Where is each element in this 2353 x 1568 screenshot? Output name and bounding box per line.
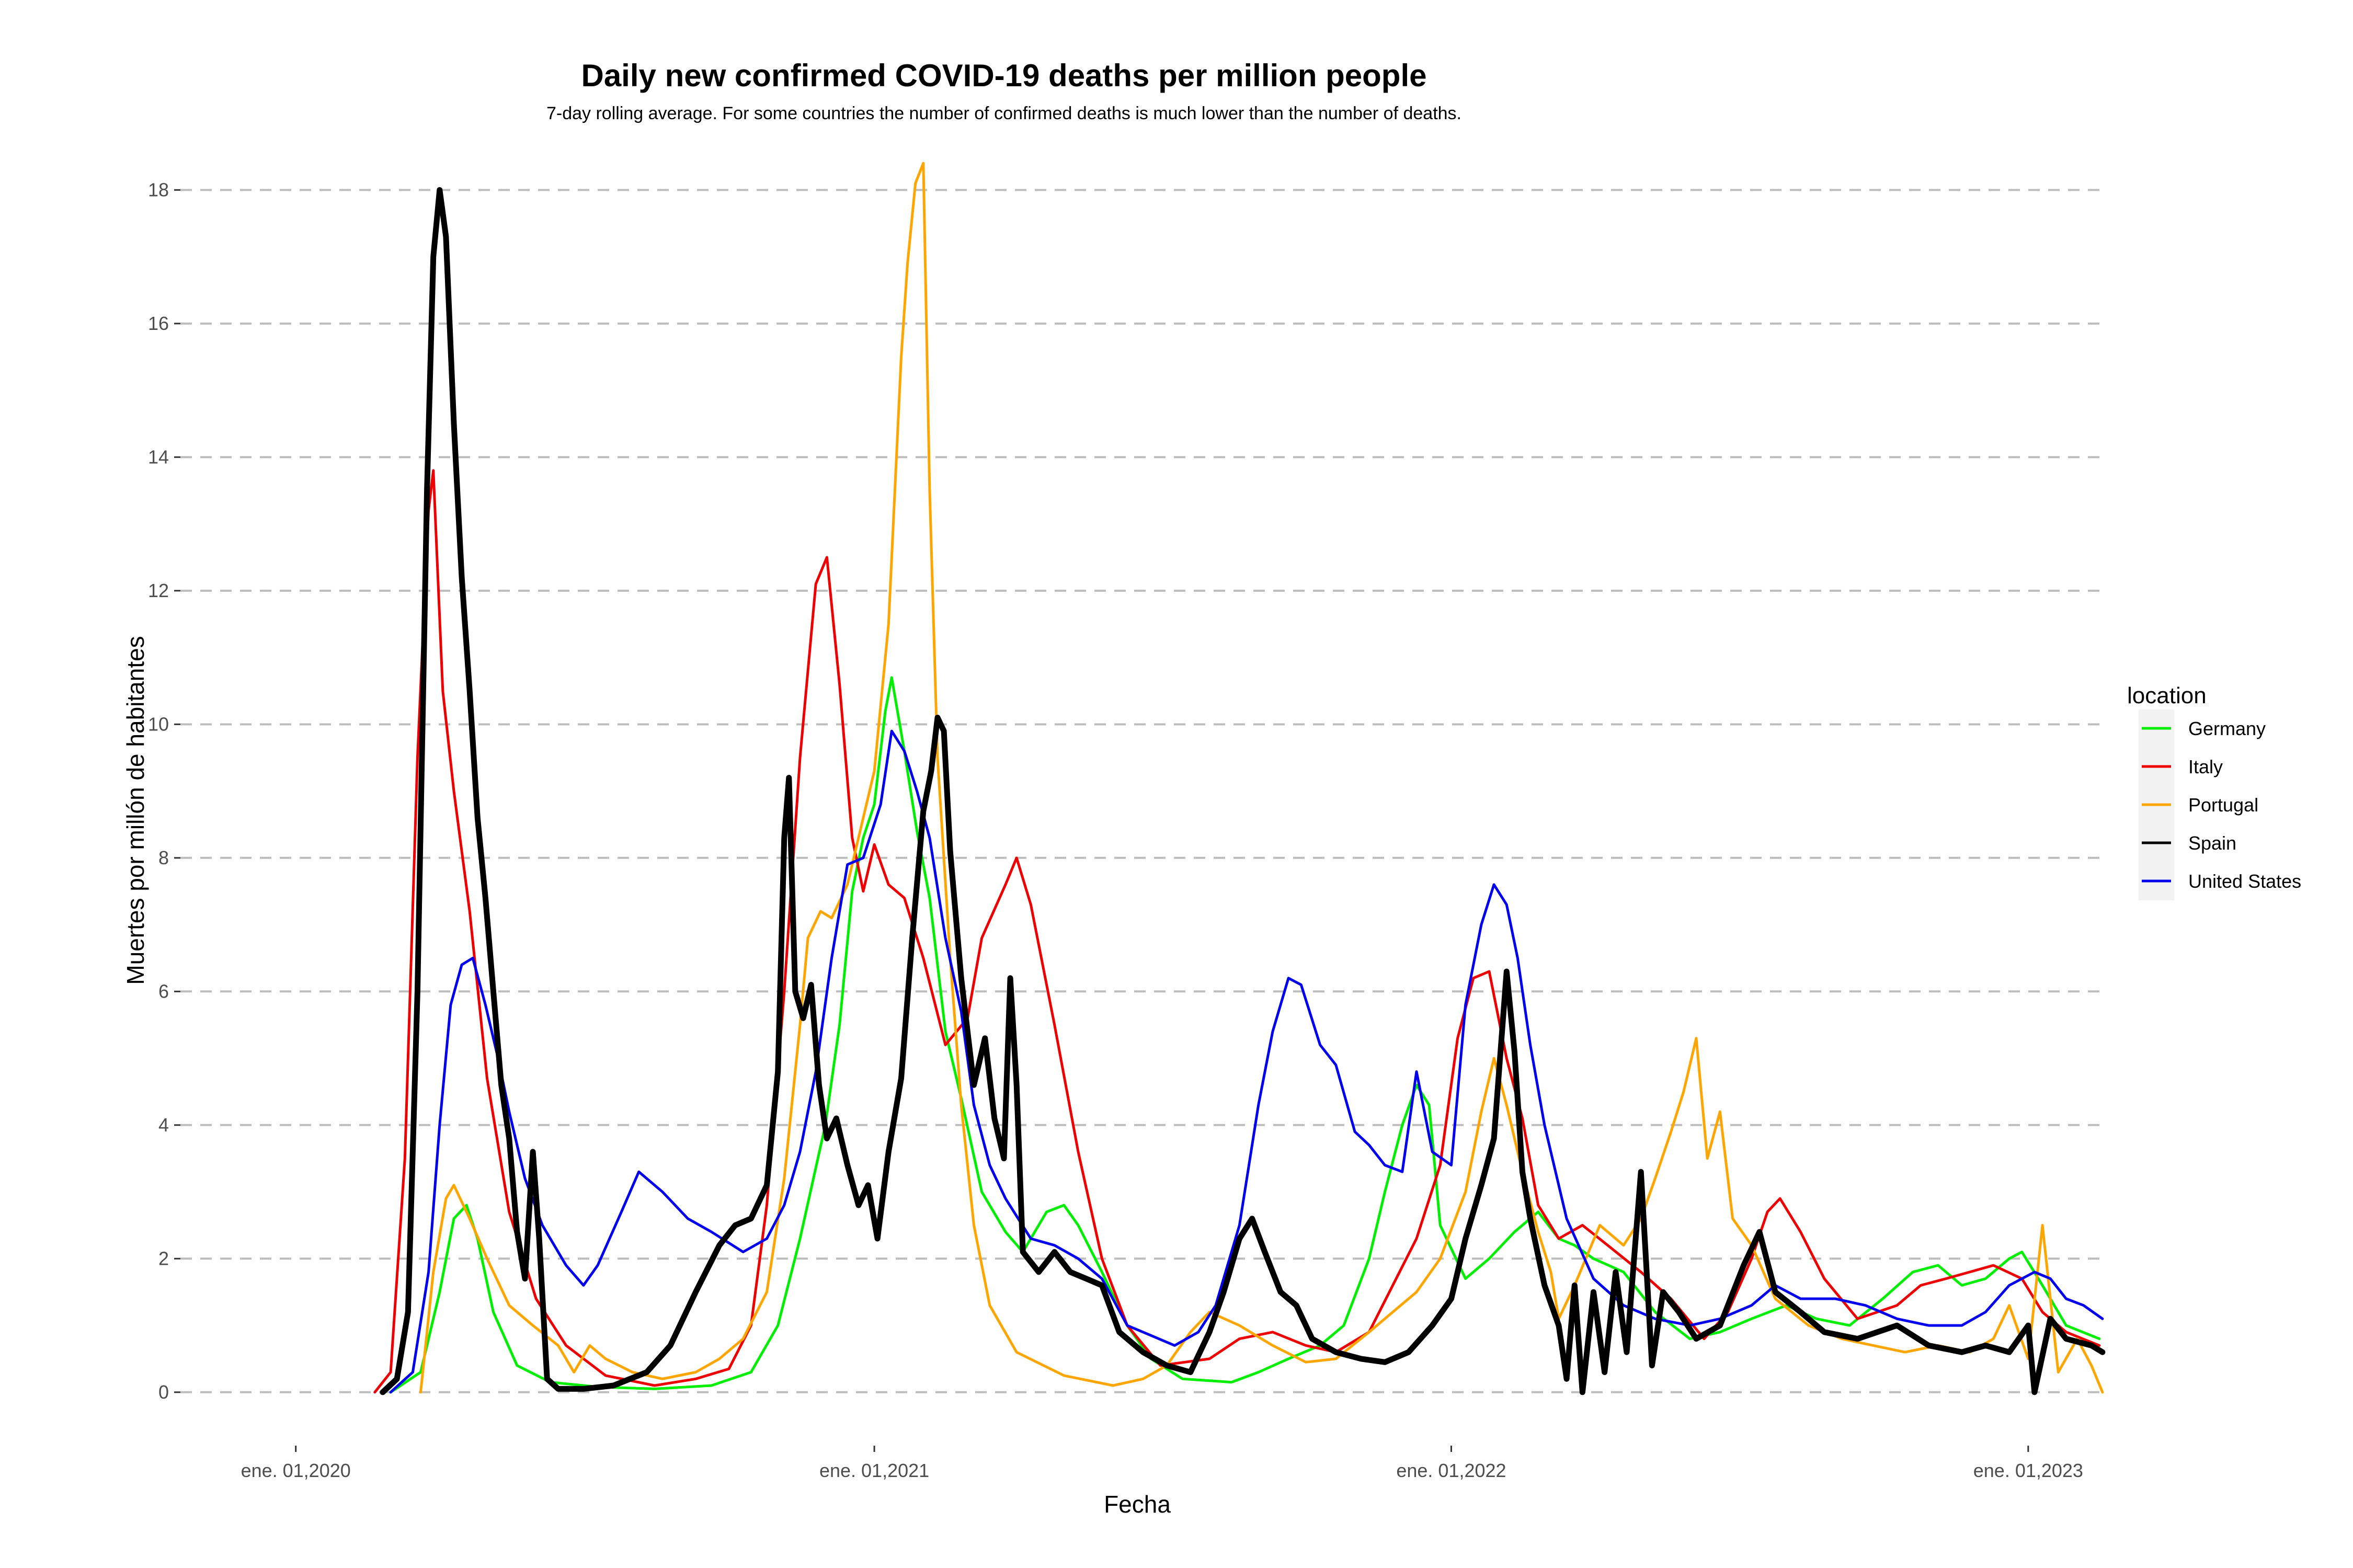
legend-label-united-states: United States [2188,871,2301,892]
chart-title: Daily new confirmed COVID-19 deaths per … [581,58,1426,93]
series-lines [373,162,2106,1395]
x-tick-label: ene. 01,2023 [1973,1460,2083,1481]
y-tick-label: 2 [158,1247,169,1269]
legend-label-spain: Spain [2188,832,2236,854]
y-tick-label: 12 [148,580,169,601]
legend-label-italy: Italy [2188,756,2223,777]
y-tick-label: 16 [148,313,169,334]
y-tick-label: 8 [158,847,169,868]
legend-label-germany: Germany [2188,718,2266,739]
legend-title: location [2127,683,2207,708]
y-axis-title: Muertes por millón de habitantes [122,636,149,985]
legend: location Germany Italy Portugal Spain United… [2127,683,2301,900]
x-axis-title: Fecha [1104,1491,1171,1518]
x-tick-label: ene. 01,2022 [1396,1460,1506,1481]
y-tick-label: 18 [148,179,169,200]
y-tick-label: 14 [148,446,169,467]
y-tick-label: 10 [148,713,169,735]
series-line-germany [389,676,2101,1394]
series-line-portugal [419,162,2104,1394]
y-tick-label: 6 [158,980,169,1002]
x-axis-ticks: ene. 01,2020 ene. 01,2021 ene. 01,2022 ene.… [241,1446,2083,1481]
series-line-spain [380,187,2106,1395]
y-tick-label: 4 [158,1114,169,1136]
series-line-united-states [389,729,2104,1394]
series-line-italy [373,469,2101,1394]
y-tick-label: 0 [158,1381,169,1403]
x-tick-label: ene. 01,2021 [819,1460,929,1481]
legend-items: Germany Italy Portugal Spain United States [2139,709,2301,900]
legend-label-portugal: Portugal [2188,794,2258,816]
y-axis-ticks: 0 2 4 6 8 10 12 14 16 18 [148,179,180,1403]
gridlines [180,189,2107,1393]
chart-subtitle: 7-day rolling average. For some countrie… [546,104,1461,123]
x-tick-label: ene. 01,2020 [241,1460,351,1481]
